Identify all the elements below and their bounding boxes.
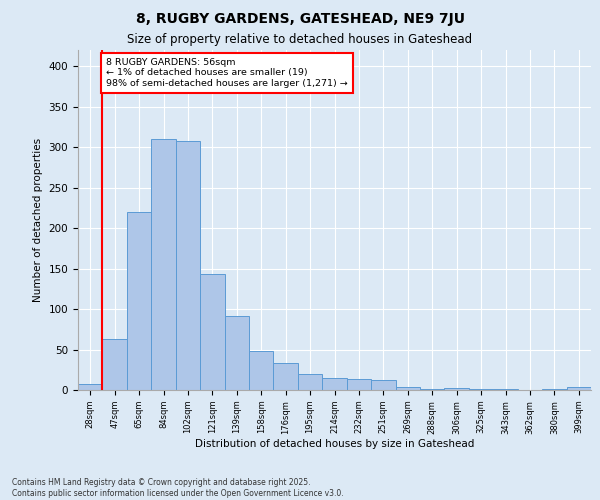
Text: Size of property relative to detached houses in Gateshead: Size of property relative to detached ho…	[127, 32, 473, 46]
Bar	[566, 387, 591, 390]
Bar	[371, 380, 395, 390]
Bar	[176, 140, 200, 390]
Bar	[542, 389, 566, 390]
Bar	[347, 380, 371, 390]
Bar	[469, 389, 493, 390]
Bar	[322, 378, 347, 390]
Bar	[493, 389, 518, 390]
Bar	[420, 389, 445, 390]
Bar	[151, 139, 176, 390]
Bar	[249, 351, 274, 390]
Bar	[298, 374, 322, 390]
Text: 8, RUGBY GARDENS, GATESHEAD, NE9 7JU: 8, RUGBY GARDENS, GATESHEAD, NE9 7JU	[136, 12, 464, 26]
Bar	[200, 274, 224, 390]
X-axis label: Distribution of detached houses by size in Gateshead: Distribution of detached houses by size …	[195, 439, 474, 449]
Bar	[445, 388, 469, 390]
Bar	[274, 364, 298, 390]
Bar	[103, 339, 127, 390]
Text: Contains HM Land Registry data © Crown copyright and database right 2025.
Contai: Contains HM Land Registry data © Crown c…	[12, 478, 344, 498]
Bar	[395, 387, 420, 390]
Bar	[127, 212, 151, 390]
Y-axis label: Number of detached properties: Number of detached properties	[33, 138, 43, 302]
Text: 8 RUGBY GARDENS: 56sqm
← 1% of detached houses are smaller (19)
98% of semi-deta: 8 RUGBY GARDENS: 56sqm ← 1% of detached …	[106, 58, 348, 88]
Bar	[78, 384, 103, 390]
Bar	[224, 316, 249, 390]
